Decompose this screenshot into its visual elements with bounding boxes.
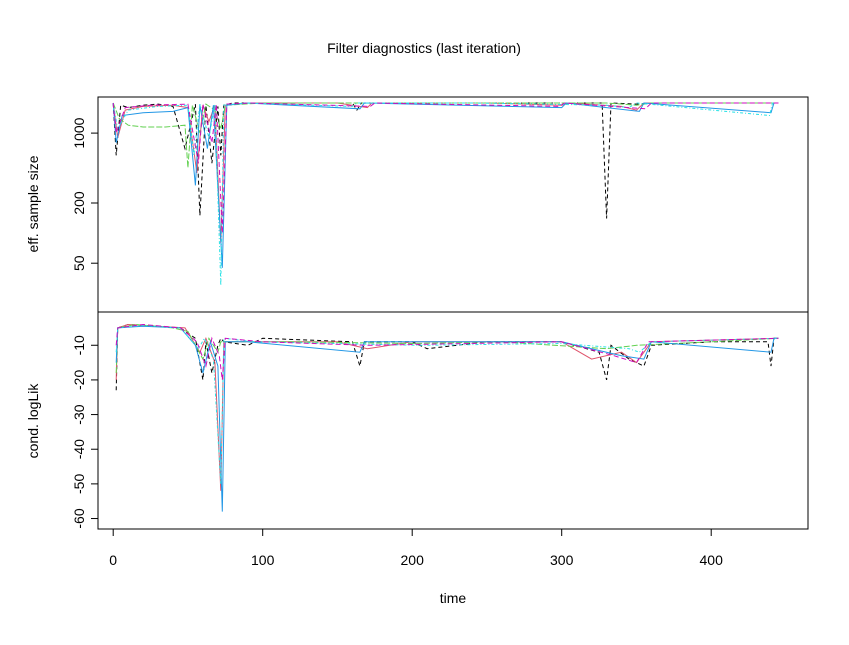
ess-y-tick-label: 50	[71, 255, 87, 271]
ess-panel: 50 200 1000 eff. sample size	[25, 102, 779, 286]
x-tick-label: 200	[401, 552, 425, 568]
loglik-y-tick-label: -50	[71, 474, 87, 494]
chart-title: Filter diagnostics (last iteration)	[327, 40, 521, 56]
ess-series-2	[112, 102, 779, 243]
loglik-panel: -60 -50 -40 -30 -20 -10 cond. logLik	[25, 323, 779, 529]
loglik-y-tick-label: -40	[71, 439, 87, 459]
loglik-y-tick-label: -10	[71, 335, 87, 355]
loglik-series-6	[115, 323, 779, 380]
ess-y-axis-label: eff. sample size	[25, 155, 41, 252]
loglik-series-2	[115, 323, 779, 491]
ess-y-tick-label: 1000	[71, 117, 87, 148]
loglik-series-3	[115, 323, 779, 374]
x-tick-label: 300	[550, 552, 574, 568]
loglik-y-axis-label: cond. logLik	[25, 383, 41, 459]
ess-y-tick-label: 200	[71, 191, 87, 215]
ess-series-6	[112, 102, 779, 234]
loglik-y-tick-label: -20	[71, 370, 87, 390]
ess-series-5	[112, 102, 779, 286]
ess-series-1	[112, 102, 779, 219]
x-tick-label: 400	[700, 552, 724, 568]
ess-y-axis: 50 200 1000	[71, 117, 99, 271]
loglik-y-tick-label: -30	[71, 404, 87, 424]
x-tick-label: 100	[251, 552, 275, 568]
loglik-series-group	[115, 323, 779, 512]
x-axis: 0 100 200 300 400	[109, 528, 724, 568]
ess-series-3	[112, 102, 779, 168]
plot-frame	[97, 96, 809, 530]
loglik-y-tick-label: -60	[71, 508, 87, 528]
x-axis-label: time	[440, 590, 467, 606]
x-tick-label: 0	[109, 552, 117, 568]
loglik-y-axis: -60 -50 -40 -30 -20 -10	[71, 335, 99, 529]
loglik-series-1	[115, 323, 779, 391]
loglik-series-4	[115, 325, 779, 512]
ess-series-group	[112, 102, 779, 286]
ess-series-4	[112, 102, 779, 268]
